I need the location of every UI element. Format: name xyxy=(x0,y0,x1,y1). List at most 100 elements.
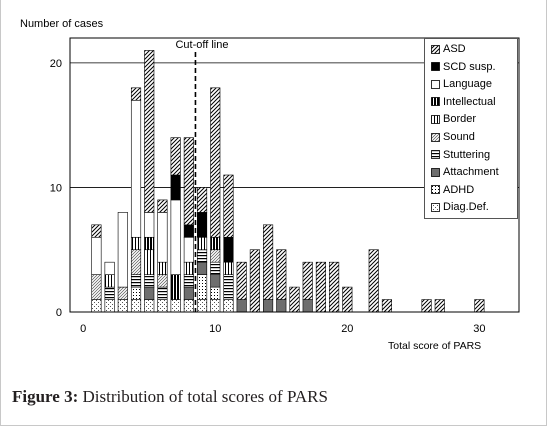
bar-segment-diag-def xyxy=(130,299,142,313)
bar-segment-scd xyxy=(223,236,234,263)
figure-caption: Figure 3: Distribution of total scores o… xyxy=(12,387,328,407)
y-tick-label: 0 xyxy=(56,307,62,319)
legend-item-intellectual: Intellectual xyxy=(431,95,496,109)
bar-segment-stuttering xyxy=(223,274,234,300)
bar-segment-diag-def xyxy=(117,299,128,313)
bar-segment-language xyxy=(170,199,181,275)
legend-label: ADHD xyxy=(443,183,475,196)
bar-segment-attachment xyxy=(276,299,287,313)
bar-segment-diag-def xyxy=(144,299,155,313)
legend-label: Intellectual xyxy=(443,95,496,108)
legend-swatch xyxy=(431,97,440,107)
bar-segment-asd xyxy=(421,299,432,313)
bar-segment-diag-def xyxy=(157,299,168,313)
bar-segment-diag-def xyxy=(197,299,208,313)
bar-segment-asd xyxy=(130,87,142,101)
legend-swatch xyxy=(431,132,440,142)
bar-segment-language xyxy=(104,261,115,275)
bar-segment-scd xyxy=(170,174,181,201)
bar-segment-attachment xyxy=(183,286,194,300)
bar-segment-attachment xyxy=(210,274,221,288)
bar-segment-asd xyxy=(236,261,247,300)
bar-segment-asd xyxy=(329,261,340,313)
bar-segment-asd xyxy=(474,299,485,313)
x-tick-label: 20 xyxy=(341,323,353,335)
legend-swatch xyxy=(431,185,440,195)
legend-label: SCD susp. xyxy=(443,60,496,73)
bar-segment-intellectual xyxy=(170,274,181,300)
legend-label: Stuttering xyxy=(443,148,491,161)
annotations: Cut-off line xyxy=(175,39,228,312)
caption-label: Figure 3: xyxy=(12,387,79,406)
bar-segment-diag-def xyxy=(104,299,115,313)
bar-segment-diag-def xyxy=(210,299,221,313)
legend-label: Attachment xyxy=(443,166,499,179)
legend-swatch xyxy=(431,114,440,124)
bar-segment-language xyxy=(157,212,168,263)
legend-item-adhd: ADHD xyxy=(431,183,474,197)
legend-item-attachment: Attachment xyxy=(431,165,499,179)
bar-segment-language xyxy=(117,212,128,288)
legend-item-stuttering: Stuttering xyxy=(431,148,490,162)
x-axis-title: Total score of PARS xyxy=(388,340,482,352)
axes: 0 10 20 0 10 20 30 xyxy=(50,37,520,335)
legend-swatch xyxy=(431,62,440,71)
bar-segment-asd xyxy=(276,249,287,300)
bar-segment-asd xyxy=(183,137,194,226)
bar-segment-adhd xyxy=(130,286,142,300)
bar-segment-border xyxy=(223,261,234,275)
plot-border xyxy=(69,37,520,313)
bar-segment-border xyxy=(183,261,194,275)
bar-segment-asd xyxy=(249,249,260,313)
bar-segment-sound xyxy=(157,274,168,288)
bar-segment-asd xyxy=(368,249,379,313)
bar-segment-diag-def xyxy=(91,299,102,313)
bar-segment-diag-def xyxy=(170,299,181,313)
bar-segment-sound xyxy=(130,249,142,275)
bar-segment-intellectual xyxy=(210,236,221,251)
bar-segment-border xyxy=(157,261,168,275)
bar-segment-adhd xyxy=(210,286,221,300)
bar-segment-border xyxy=(144,249,155,275)
bar-segment-scd xyxy=(197,212,208,238)
bar-segment-attachment xyxy=(302,299,313,313)
legend-item-language: Language xyxy=(431,77,492,91)
bar-segment-language xyxy=(144,212,155,238)
legend-item-scd: SCD susp. xyxy=(431,60,496,74)
legend-item-asd: ASD xyxy=(431,42,466,56)
bar-segment-sound xyxy=(210,249,221,263)
bar-segment-asd xyxy=(315,261,326,313)
bars xyxy=(91,50,485,313)
bar-segment-diag-def xyxy=(183,299,194,313)
x-tick-label: 10 xyxy=(209,323,221,335)
bar-segment-stuttering xyxy=(197,249,208,263)
legend: ASD SCD susp. Language Intellectual Border So… xyxy=(424,38,518,219)
bar-segment-stuttering xyxy=(130,274,142,288)
bar-segment-border xyxy=(197,236,208,251)
legend-swatch xyxy=(431,167,440,177)
x-tick-label: 30 xyxy=(473,323,485,335)
bar-segment-language xyxy=(130,99,142,238)
bar-segment-asd xyxy=(91,224,102,238)
legend-swatch xyxy=(431,79,440,89)
bar-segment-attachment xyxy=(263,299,274,313)
legend-swatch xyxy=(431,150,440,159)
bar-segment-asd xyxy=(289,286,300,313)
bar-segment-language xyxy=(91,236,102,275)
bar-segment-asd xyxy=(170,137,181,176)
bar-segment-asd xyxy=(197,187,208,213)
bar-segment-asd xyxy=(434,299,445,313)
bar-segment-stuttering xyxy=(183,274,194,288)
bar-segment-scd xyxy=(183,224,194,238)
legend-swatch xyxy=(431,44,440,54)
bar-segment-asd xyxy=(342,286,353,313)
x-tick-label: 0 xyxy=(80,323,86,335)
bar-segment-stuttering xyxy=(157,286,168,300)
bar-segment-asd xyxy=(263,224,274,300)
legend-label: Diag.Def. xyxy=(443,201,489,214)
bar-segment-stuttering xyxy=(104,286,115,300)
legend-item-border: Border xyxy=(431,112,476,126)
bar-segment-asd xyxy=(302,261,313,300)
bar-segment-sound xyxy=(91,274,102,300)
legend-label: Border xyxy=(443,113,477,126)
